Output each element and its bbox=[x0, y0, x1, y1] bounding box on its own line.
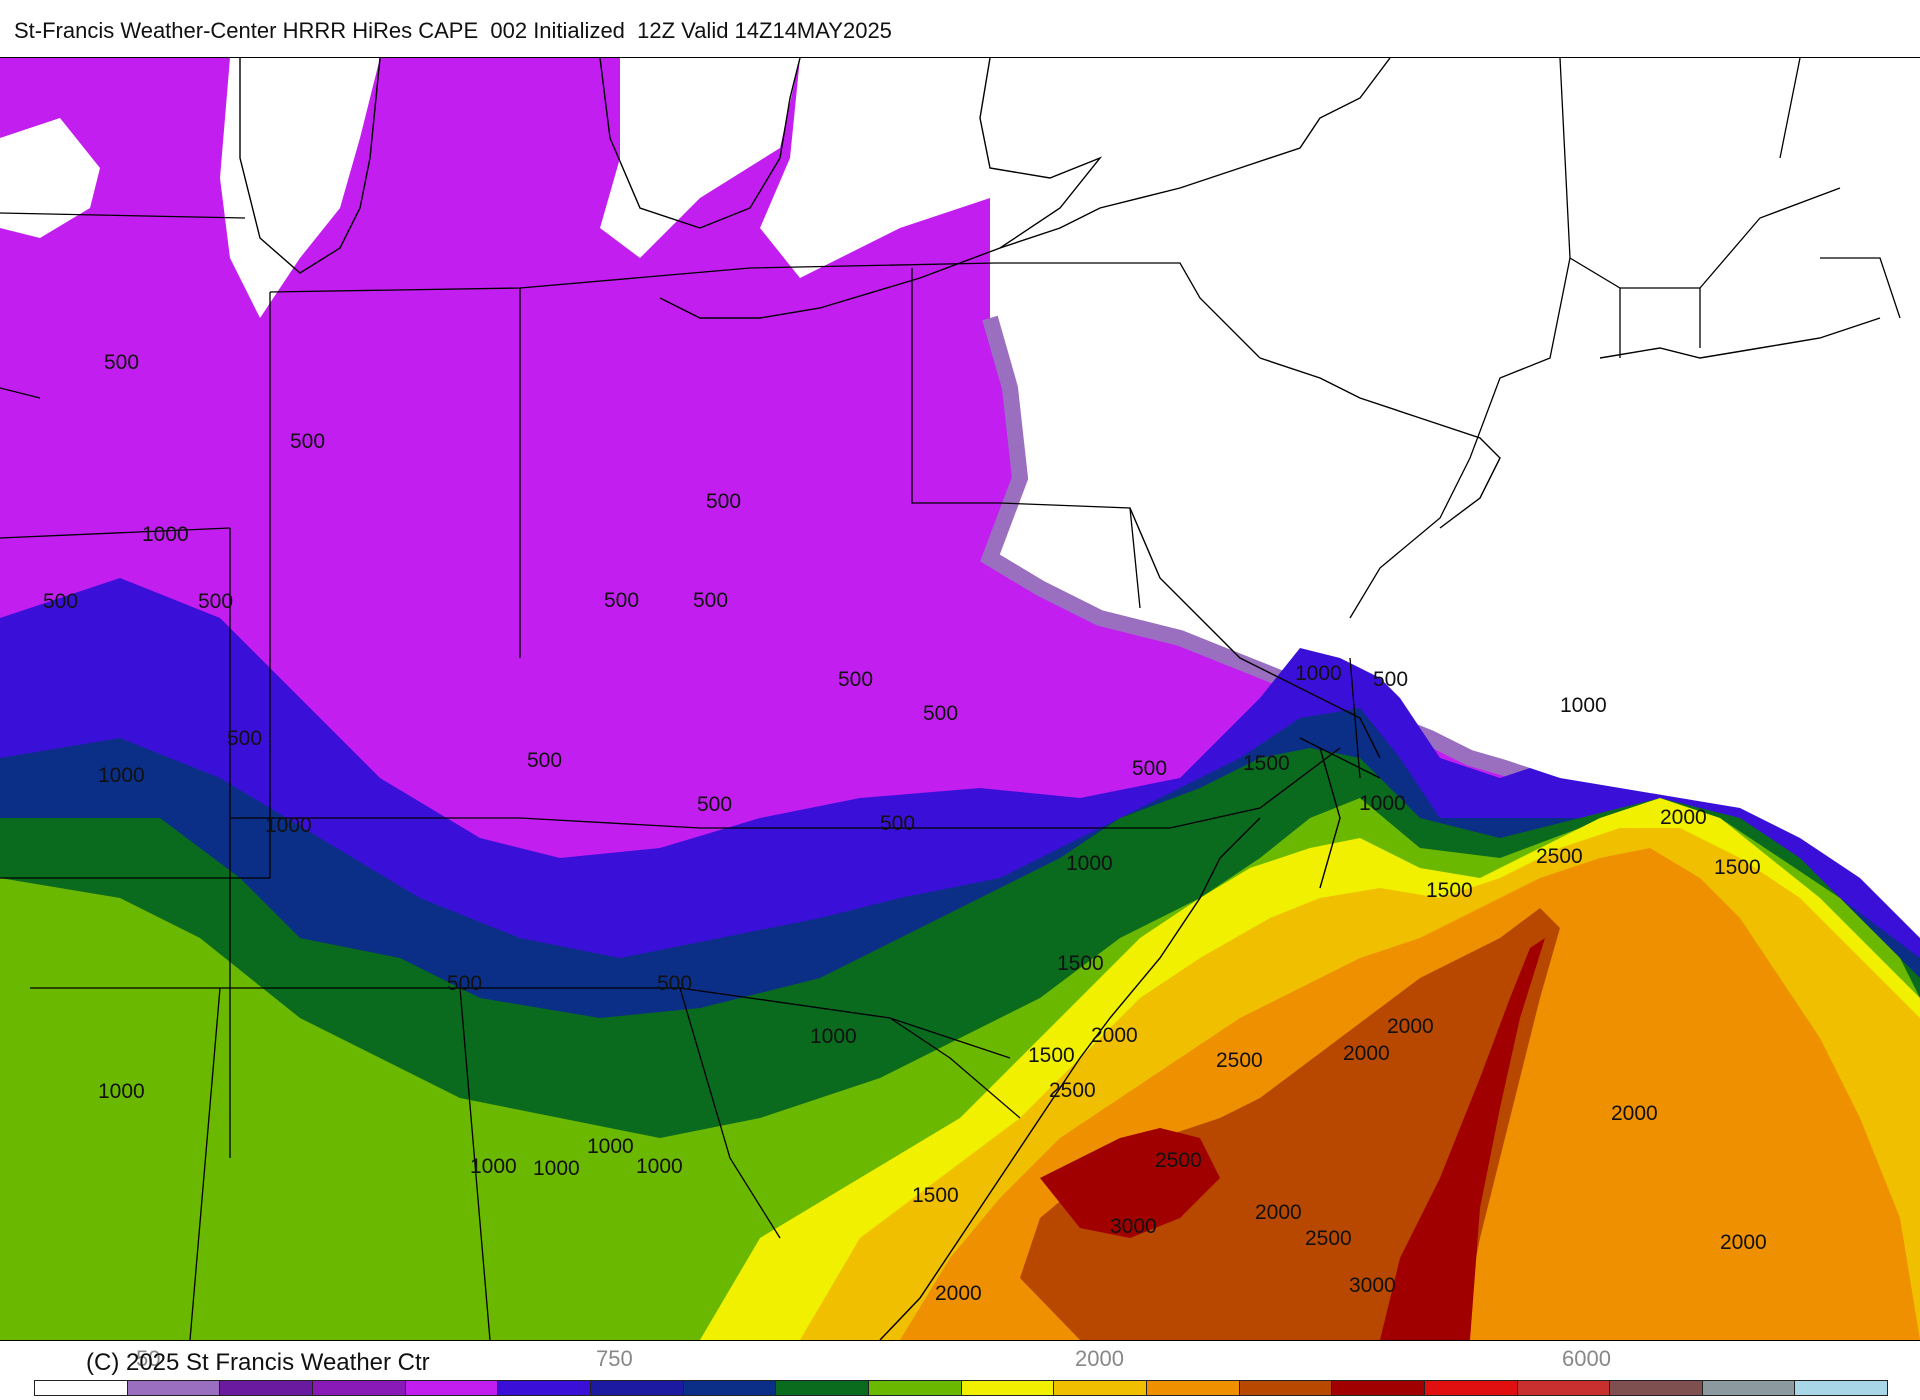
no-data-lake-area-3 bbox=[760, 58, 990, 278]
contour-label: 1000 bbox=[265, 814, 312, 837]
contour-label: 1000 bbox=[1295, 662, 1342, 685]
contour-label: 1000 bbox=[142, 523, 189, 546]
contour-label: 1000 bbox=[810, 1025, 857, 1048]
contour-label: 500 bbox=[604, 589, 639, 612]
contour-label: 500 bbox=[447, 972, 482, 995]
contour-label: 500 bbox=[290, 430, 325, 453]
contour-label: 500 bbox=[693, 589, 728, 612]
contour-label: 2000 bbox=[1091, 1024, 1138, 1047]
map-title: St-Francis Weather-Center HRRR HiRes CAP… bbox=[14, 18, 892, 43]
no-data-lake-michigan bbox=[0, 118, 100, 238]
legend-swatch bbox=[590, 1381, 684, 1395]
legend-swatch bbox=[1610, 1381, 1703, 1395]
contour-label: 2000 bbox=[1720, 1231, 1767, 1254]
no-data-lake-area-2 bbox=[600, 58, 800, 258]
contour-label: 1500 bbox=[1714, 856, 1761, 879]
legend-swatch bbox=[961, 1381, 1055, 1395]
contour-label: 1500 bbox=[912, 1184, 959, 1207]
contour-label: 500 bbox=[838, 668, 873, 691]
contour-label: 1000 bbox=[470, 1155, 517, 1178]
legend-swatch bbox=[1332, 1381, 1425, 1395]
legend-swatch bbox=[220, 1381, 313, 1395]
legend-swatch bbox=[312, 1381, 406, 1395]
contour-label: 1500 bbox=[1028, 1044, 1075, 1067]
contour-label: 3000 bbox=[1349, 1274, 1396, 1297]
contour-label: 500 bbox=[104, 351, 139, 374]
contour-label: 500 bbox=[697, 793, 732, 816]
legend-swatch bbox=[1795, 1381, 1888, 1395]
legend-swatch bbox=[127, 1381, 221, 1395]
legend-swatch bbox=[1239, 1381, 1333, 1395]
legend-swatch bbox=[1517, 1381, 1611, 1395]
contour-label: 500 bbox=[527, 749, 562, 772]
contour-label: 2500 bbox=[1536, 845, 1583, 868]
contour-label: 1500 bbox=[1057, 952, 1104, 975]
legend-tick-50: 50 bbox=[136, 1346, 161, 1371]
legend-swatch bbox=[1702, 1381, 1796, 1395]
contour-label: 2000 bbox=[1660, 806, 1707, 829]
contour-label: 1000 bbox=[1560, 694, 1607, 717]
cape-map-canvas: 500 500 500 500 500 500 500 500 500 500 500 500 500 5… bbox=[0, 58, 1920, 1340]
cape-field-darkred-2 bbox=[1380, 938, 1545, 1340]
legend-tick-6000: 6000 bbox=[1562, 1346, 1611, 1371]
legend-tick-750: 750 bbox=[596, 1346, 633, 1371]
contour-label: 1500 bbox=[1426, 879, 1473, 902]
contour-label: 500 bbox=[706, 490, 741, 513]
legend-swatch bbox=[868, 1381, 962, 1395]
contour-label: 1000 bbox=[1359, 792, 1406, 815]
no-data-atlantic-northeast bbox=[990, 58, 1920, 938]
contour-label: 1000 bbox=[587, 1135, 634, 1158]
contour-label: 500 bbox=[1132, 757, 1167, 780]
contour-label: 500 bbox=[43, 590, 78, 613]
no-data-great-lakes bbox=[220, 58, 380, 318]
contour-label: 1500 bbox=[1243, 752, 1290, 775]
contour-label: 1000 bbox=[1066, 852, 1113, 875]
color-legend-bar bbox=[34, 1380, 1888, 1396]
legend-swatch bbox=[1424, 1381, 1518, 1395]
contour-label: 2000 bbox=[1611, 1102, 1658, 1125]
cape-map: 500 500 500 500 500 500 500 500 500 500 500 500 500 5… bbox=[0, 57, 1920, 1341]
legend-swatch bbox=[776, 1381, 869, 1395]
contour-label: 2000 bbox=[935, 1282, 982, 1305]
legend-tick-2000: 2000 bbox=[1075, 1346, 1124, 1371]
contour-label: 3000 bbox=[1110, 1215, 1157, 1238]
contour-label: 2000 bbox=[1343, 1042, 1390, 1065]
legend-swatch bbox=[1146, 1381, 1240, 1395]
contour-label: 2000 bbox=[1255, 1201, 1302, 1224]
legend-swatch bbox=[405, 1381, 499, 1395]
contour-label: 2500 bbox=[1049, 1079, 1096, 1102]
legend-swatch bbox=[1054, 1381, 1147, 1395]
contour-labels: 500 500 500 500 500 500 500 500 500 500 500 500 500 5… bbox=[43, 351, 1767, 1305]
state-borders bbox=[0, 58, 1901, 1340]
legend-swatch bbox=[498, 1381, 591, 1395]
legend-tick-labels: 50 750 2000 6000 bbox=[0, 1346, 1920, 1376]
contour-label: 500 bbox=[923, 702, 958, 725]
contour-label: 1000 bbox=[636, 1155, 683, 1178]
contour-label: 500 bbox=[1373, 668, 1408, 691]
contour-label: 2500 bbox=[1216, 1049, 1263, 1072]
cape-field-darkred bbox=[1040, 1128, 1220, 1238]
contour-label: 500 bbox=[880, 812, 915, 835]
contour-label: 500 bbox=[227, 727, 262, 750]
contour-label: 2500 bbox=[1305, 1227, 1352, 1250]
coastlines bbox=[239, 58, 1881, 1340]
contour-label: 1000 bbox=[98, 1080, 145, 1103]
contour-label: 1000 bbox=[98, 764, 145, 787]
contour-label: 1000 bbox=[533, 1157, 580, 1180]
contour-label: 500 bbox=[657, 972, 692, 995]
contour-label: 2500 bbox=[1155, 1149, 1202, 1172]
legend-swatch bbox=[35, 1381, 128, 1395]
legend-swatch bbox=[683, 1381, 777, 1395]
copyright-text: (C) 2025 St Francis Weather Ctr bbox=[86, 1349, 430, 1376]
contour-label: 2000 bbox=[1387, 1015, 1434, 1038]
contour-label: 500 bbox=[198, 590, 233, 613]
